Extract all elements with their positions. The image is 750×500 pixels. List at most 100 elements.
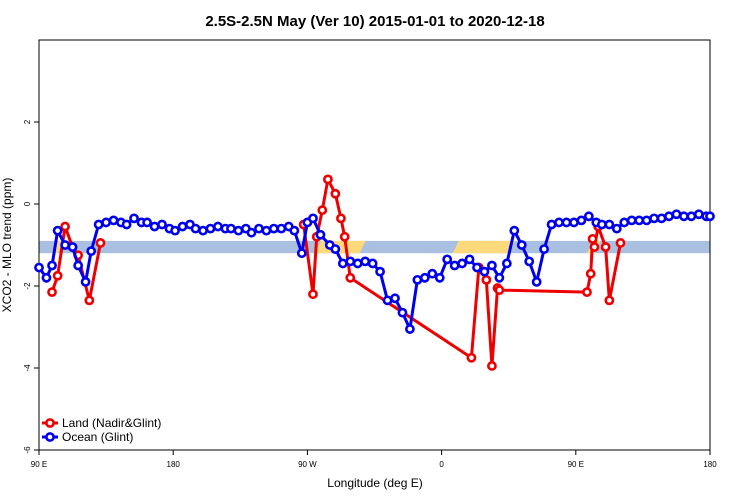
series-land-point bbox=[466, 352, 477, 363]
series-ocean-point bbox=[671, 209, 682, 220]
series-ocean-point bbox=[73, 260, 84, 271]
series-ocean-point bbox=[509, 225, 520, 236]
series-ocean-point bbox=[693, 209, 704, 220]
series-ocean-line bbox=[37, 212, 710, 331]
x-tick-label: 90 E bbox=[568, 460, 584, 469]
x-tick-label: 90 W bbox=[298, 460, 317, 469]
y-tick-label: 0 bbox=[23, 201, 32, 206]
series-ocean-point bbox=[626, 215, 637, 226]
y-tick-label: -6 bbox=[23, 446, 32, 454]
chart-title: 2.5S-2.5N May (Ver 10) 2015-01-01 to 202… bbox=[205, 13, 544, 30]
series-layer bbox=[34, 174, 715, 371]
series-ocean-point bbox=[360, 256, 371, 267]
series-ocean-point bbox=[397, 307, 408, 318]
series-ocean-point bbox=[60, 240, 70, 250]
series-ocean-point bbox=[576, 215, 587, 226]
series-ocean-point bbox=[554, 217, 564, 228]
x-tick-label: 90 E bbox=[31, 460, 47, 469]
series-ocean-point bbox=[261, 225, 272, 236]
x-axis: 90 E 180 90 W 0 90 E 180 bbox=[31, 450, 717, 469]
series-ocean-point bbox=[80, 276, 91, 287]
series-ocean-point bbox=[501, 258, 512, 269]
series-land-point bbox=[323, 174, 333, 185]
y-tick-label: 2 bbox=[23, 119, 32, 124]
series-ocean-point bbox=[705, 211, 715, 222]
series-ocean-point bbox=[289, 225, 300, 236]
series-ocean-point bbox=[337, 258, 348, 269]
series-land-point bbox=[47, 287, 57, 298]
series-ocean-point bbox=[516, 240, 527, 250]
series-ocean-point bbox=[390, 293, 400, 304]
series-ocean-point bbox=[52, 225, 63, 236]
series-ocean-point bbox=[604, 219, 615, 230]
series-ocean-point bbox=[664, 211, 674, 222]
series-ocean-point bbox=[226, 223, 236, 234]
series-ocean bbox=[34, 209, 715, 334]
y-axis: -6 -4 -2 0 2 bbox=[23, 119, 39, 454]
series-ocean-point bbox=[531, 276, 542, 287]
legend-swatch-marker bbox=[45, 432, 55, 442]
series-ocean-point bbox=[649, 213, 659, 224]
series-land-point bbox=[317, 205, 328, 216]
series-ocean-point bbox=[472, 262, 482, 273]
band-land-segment bbox=[314, 240, 366, 254]
series-ocean-point bbox=[315, 229, 326, 240]
plot-frame bbox=[38, 39, 711, 451]
series-ocean-point bbox=[233, 225, 244, 236]
series-ocean-point bbox=[205, 223, 216, 234]
series-ocean-point bbox=[427, 268, 438, 279]
series-land-point bbox=[582, 287, 592, 298]
series-ocean-point bbox=[34, 262, 44, 273]
series-ocean-point bbox=[546, 219, 557, 230]
legend-item-ocean: Ocean (Glint) bbox=[42, 430, 133, 444]
series-ocean-point bbox=[149, 221, 160, 232]
series-ocean-point bbox=[524, 256, 535, 267]
series-ocean-point bbox=[198, 225, 208, 236]
series-ocean-point bbox=[539, 244, 550, 254]
series-land-point bbox=[615, 238, 626, 248]
series-ocean-point bbox=[345, 256, 356, 267]
series-land-point bbox=[585, 268, 596, 279]
legend-label: Land (Nadir&Glint) bbox=[62, 416, 161, 430]
series-ocean-point bbox=[142, 217, 153, 228]
series-ocean-point bbox=[47, 260, 57, 271]
series-ocean-point bbox=[246, 227, 257, 238]
series-land-point bbox=[95, 238, 106, 248]
series-land-point bbox=[600, 242, 611, 252]
series-ocean-point bbox=[449, 260, 460, 271]
series-ocean-point bbox=[308, 213, 318, 224]
series-land-point bbox=[604, 295, 615, 306]
y-tick-label: -4 bbox=[23, 364, 32, 372]
series-ocean-point bbox=[619, 217, 630, 228]
series-ocean-point bbox=[86, 246, 97, 257]
series-ocean-point bbox=[494, 272, 505, 283]
series-ocean-point bbox=[634, 215, 645, 226]
series-land-point bbox=[84, 295, 95, 306]
x-tick-label: 180 bbox=[703, 460, 717, 469]
series-ocean-point bbox=[41, 272, 52, 283]
series-ocean-point bbox=[412, 274, 423, 285]
legend: Land (Nadir&Glint)Ocean (Glint) bbox=[42, 416, 161, 444]
series-ocean-point bbox=[442, 254, 453, 265]
series-ocean-point bbox=[479, 266, 490, 277]
series-ocean-point bbox=[213, 221, 223, 232]
series-ocean-point bbox=[268, 223, 279, 234]
x-tick-label: 0 bbox=[439, 460, 444, 469]
x-axis-label: Longitude (deg E) bbox=[327, 476, 422, 490]
series-ocean-point bbox=[352, 258, 363, 269]
series-ocean-point bbox=[93, 219, 104, 230]
legend-label: Ocean (Glint) bbox=[62, 430, 133, 444]
series-land-line bbox=[302, 177, 623, 368]
series-ocean-point bbox=[434, 272, 445, 283]
series-ocean-point bbox=[296, 248, 307, 259]
series-ocean-point bbox=[596, 219, 607, 230]
y-axis-label: XCO2 - MLO trend (ppm) bbox=[0, 178, 14, 313]
series-ocean-point bbox=[382, 295, 393, 306]
series-ocean-point bbox=[177, 221, 188, 232]
series-land-point bbox=[494, 285, 505, 295]
series-ocean-point bbox=[464, 254, 475, 265]
series-land-point bbox=[339, 231, 350, 242]
series-ocean-point bbox=[457, 258, 468, 269]
series-land-point bbox=[336, 213, 346, 224]
